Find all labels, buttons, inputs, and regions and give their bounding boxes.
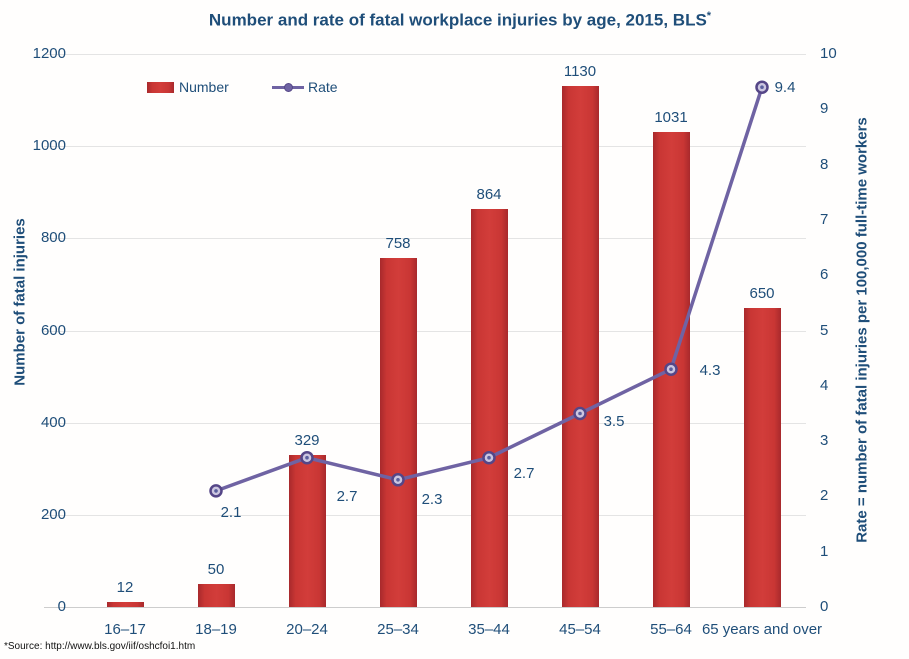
x-axis-baseline: [44, 607, 806, 608]
left-axis-tick-label: 1200: [32, 45, 66, 62]
gridline: [44, 514, 806, 516]
left-axis-tick-label: 1000: [32, 137, 66, 155]
rate-marker-center: [214, 489, 218, 493]
bar-value-label: 650: [749, 284, 775, 302]
bar-18–19: [197, 584, 235, 607]
right-axis-tick-label: 7: [820, 210, 829, 228]
bar-55–64: [652, 131, 690, 607]
rate-value-label: 2.3: [421, 490, 443, 508]
source-footnote: *Source: http://www.bls.gov/iif/oshcfoi1…: [4, 641, 196, 652]
bar-25–34: [379, 257, 417, 607]
right-axis-tick-label: 9: [820, 100, 829, 118]
legend-rate-label: Rate: [308, 79, 338, 95]
x-axis-category-label: 18–19: [195, 621, 237, 638]
gridline: [44, 146, 806, 148]
rate-value-label: 4.3: [699, 362, 721, 380]
x-axis-category-label: 65 years and over: [701, 621, 823, 638]
chart-title-asterisk: *: [706, 10, 712, 22]
gridline: [44, 422, 806, 424]
rate-value-label: 2.7: [336, 487, 358, 505]
bar-35–44: [470, 208, 508, 607]
bar-value-label: 329: [294, 432, 320, 450]
x-axis-category-label: 45–54: [559, 621, 601, 638]
gridline: [44, 330, 806, 332]
bar-value-label: 50: [207, 561, 225, 578]
right-axis-tick-label: 0: [820, 598, 829, 615]
x-axis-category-label: 55–64: [650, 621, 692, 638]
number-series-swatch-icon: [147, 81, 174, 93]
right-axis-tick-label: 1: [820, 542, 829, 560]
right-axis-tick-label: 2: [820, 487, 829, 505]
right-axis-tick-label: 4: [820, 376, 829, 394]
legend-item-rate: Rate: [272, 78, 338, 96]
chart-title-text: Number and rate of fatal workplace injur…: [208, 10, 707, 30]
bar-value-label: 1130: [563, 63, 597, 81]
bar-45–54: [561, 86, 599, 607]
x-axis-category-label: 16–17: [104, 621, 146, 638]
right-axis-tick-label: 5: [820, 321, 829, 339]
legend-number-label: Number: [179, 79, 229, 95]
x-axis-category-label: 35–44: [468, 621, 510, 638]
rate-value-label: 2.7: [513, 464, 535, 482]
left-axis-tick-label: 0: [57, 598, 66, 615]
left-axis-tick-label: 800: [40, 229, 66, 247]
left-axis-tick-label: 400: [40, 413, 66, 431]
rate-value-label: 9.4: [774, 79, 796, 97]
bar-value-label: 864: [476, 185, 502, 203]
x-axis-category-label: 20–24: [286, 621, 328, 638]
right-axis-tick-label: 6: [820, 266, 829, 284]
rate-series-swatch-icon: [272, 82, 304, 92]
right-axis-tick-label: 3: [820, 432, 829, 450]
left-axis-tick-label: 600: [40, 321, 66, 339]
gridline: [44, 54, 806, 55]
x-axis-category-label: 25–34: [377, 621, 419, 638]
rate-value-label: 2.1: [220, 503, 242, 521]
bar-value-label: 1031: [654, 108, 688, 126]
chart-title: Number and rate of fatal workplace injur…: [20, 10, 900, 31]
rate-value-label: 3.5: [603, 412, 625, 430]
bar-65 years and over: [743, 307, 781, 607]
legend-item-number: Number: [147, 78, 229, 96]
right-axis-tick-label: 10: [820, 45, 837, 62]
bar-value-label: 758: [385, 234, 411, 252]
bar-value-label: 12: [116, 578, 134, 596]
left-axis-tick-label: 200: [40, 505, 66, 523]
rate-marker: [209, 484, 223, 498]
right-axis-tick-label: 8: [820, 155, 829, 173]
bar-20–24: [288, 455, 326, 607]
bar-16–17: [106, 601, 144, 607]
